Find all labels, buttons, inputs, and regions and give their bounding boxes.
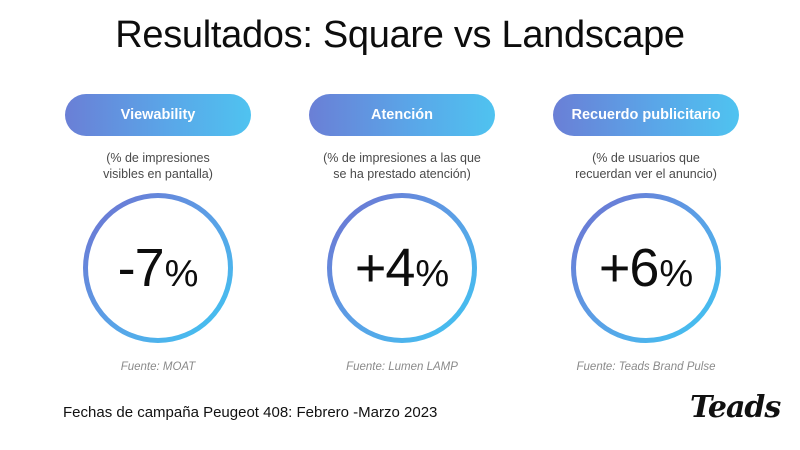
metric-description-line: (% de impresiones [106,151,210,165]
metric-value: +6 % [599,237,693,299]
metric-description: (% de usuarios que recuerdan ver el anun… [551,150,741,184]
metric-description-line: recuerdan ver el anuncio) [575,167,717,181]
metric-value: -7 % [118,237,199,299]
metric-ring: +6 % [571,193,721,343]
metric-atencion: Atención (% de impresiones a las que se … [307,94,497,374]
metric-label-pill: Viewability [65,94,251,136]
metric-ring-inner: -7 % [88,198,228,338]
metric-value: +4 % [355,237,449,299]
metric-value-unit: % [164,253,199,295]
metric-description-line: visibles en pantalla) [103,167,213,181]
metric-value-number: +6 [598,238,660,298]
metric-value-unit: % [659,253,694,295]
metric-label-pill: Recuerdo publicitario [553,94,739,136]
metric-value-number: -7 [117,238,165,298]
metric-source: Fuente: Lumen LAMP [346,361,458,373]
metric-source: Fuente: Teads Brand Pulse [576,361,716,373]
metric-description: (% de impresiones visibles en pantalla) [63,150,253,184]
metric-description: (% de impresiones a las que se ha presta… [307,150,497,184]
page-title: Resultados: Square vs Landscape [115,14,685,56]
metric-description-line: se ha prestado atención) [333,167,471,181]
metric-value-number: +4 [354,238,416,298]
metric-value-unit: % [415,253,450,295]
metric-ring: +4 % [327,193,477,343]
metric-recuerdo: Recuerdo publicitario (% de usuarios que… [551,94,741,374]
metric-ring-inner: +4 % [332,198,472,338]
campaign-dates-note: Fechas de campaña Peugeot 408: Febrero -… [63,404,438,421]
metric-viewability: Viewability (% de impresiones visibles e… [63,94,253,374]
metric-source: Fuente: MOAT [120,361,196,373]
metric-label-pill: Atención [309,94,495,136]
metric-ring-inner: +6 % [576,198,716,338]
teads-logo: Teads [690,390,781,425]
metric-description-line: (% de usuarios que [592,151,700,165]
metric-description-line: (% de impresiones a las que [323,151,481,165]
metric-ring: -7 % [83,193,233,343]
